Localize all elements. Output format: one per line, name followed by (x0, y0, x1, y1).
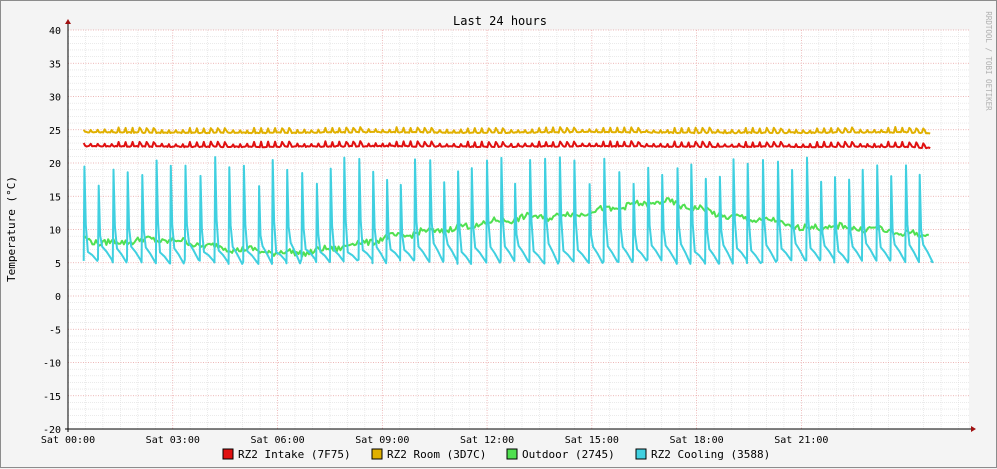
y-tick-label: -10 (43, 359, 61, 370)
x-tick-label: Sat 00:00 (41, 435, 95, 446)
y-tick-label: 25 (49, 126, 61, 137)
y-tick-label: -5 (49, 325, 61, 336)
y-tick-label: 0 (55, 292, 61, 303)
y-tick-label: -15 (43, 392, 61, 403)
x-tick-label: Sat 09:00 (355, 435, 409, 446)
y-tick-label: -20 (43, 425, 61, 436)
x-tick-label: Sat 03:00 (146, 435, 200, 446)
legend-label: RZ2 Intake (7F75) (238, 448, 351, 461)
chart-title: Last 24 hours (453, 14, 547, 28)
y-tick-label: 10 (49, 226, 61, 237)
legend: RZ2 Intake (7F75) RZ2 Room (3D7C) Outdoor … (222, 448, 770, 461)
legend-swatch (506, 448, 518, 460)
x-tick-label: Sat 12:00 (460, 435, 514, 446)
y-tick-label: 5 (55, 259, 61, 270)
y-axis-label: Temperature (°C) (5, 176, 18, 282)
y-tick-label: 35 (49, 59, 61, 70)
series-line-3 (82, 156, 934, 265)
x-tick-label: Sat 15:00 (565, 435, 619, 446)
series-line-0 (82, 140, 931, 150)
legend-label: Outdoor (2745) (522, 448, 615, 461)
series-line-1 (82, 126, 931, 135)
y-tick-label: 15 (49, 192, 61, 203)
y-tick-label: 20 (49, 159, 61, 170)
series-layer (82, 126, 934, 265)
x-tick-label: Sat 18:00 (670, 435, 724, 446)
y-axis-arrow (65, 19, 71, 24)
y-tick-label: 30 (49, 93, 61, 104)
legend-label: RZ2 Room (3D7C) (387, 448, 486, 461)
x-tick-label: Sat 06:00 (250, 435, 304, 446)
x-axis-arrow (971, 426, 976, 432)
x-tick-label: Sat 21:00 (774, 435, 828, 446)
series-line-2 (83, 197, 929, 258)
legend-swatch (635, 448, 647, 460)
legend-label: RZ2 Cooling (3588) (651, 448, 770, 461)
legend-swatch (371, 448, 383, 460)
watermark-text: RRDTOOL / TOBI OETIKER (984, 11, 993, 111)
y-tick-label: 40 (49, 26, 61, 37)
legend-swatch (222, 448, 234, 460)
